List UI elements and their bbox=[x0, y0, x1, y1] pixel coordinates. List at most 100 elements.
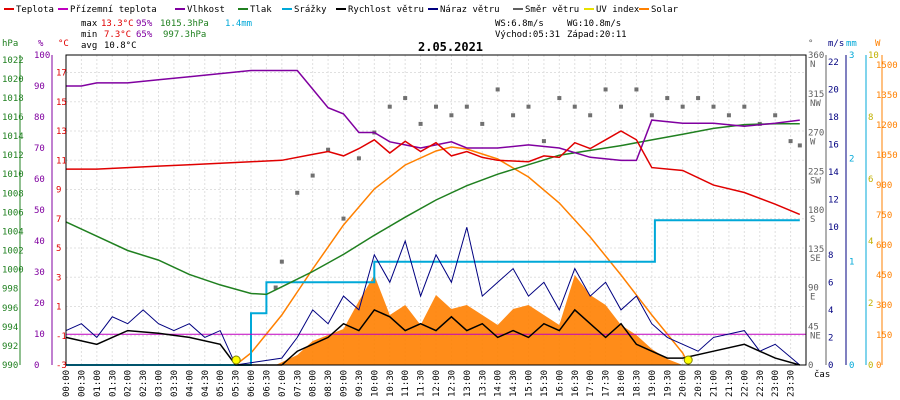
tick-hpa: 1020 bbox=[2, 75, 24, 85]
tick-hpa: 1008 bbox=[2, 189, 24, 199]
stats-sunrise: Východ:05:31 bbox=[495, 30, 560, 40]
tick-x: 08:00 bbox=[309, 370, 319, 397]
tick-w: 1050 bbox=[876, 151, 898, 161]
tick-dir-label: E bbox=[810, 293, 815, 303]
tick-x: 14:00 bbox=[494, 370, 504, 397]
tick-uv: 10 bbox=[868, 51, 879, 61]
tick-w: 450 bbox=[876, 271, 892, 281]
wind-dir-point bbox=[541, 139, 546, 144]
tick-x: 16:30 bbox=[571, 370, 581, 397]
tick-hpa: 992 bbox=[2, 342, 18, 352]
tick-hpa: 996 bbox=[2, 304, 18, 314]
tick-uv: 8 bbox=[868, 113, 873, 123]
tick-x: 08:30 bbox=[324, 370, 334, 397]
tick-pct: 100 bbox=[34, 51, 50, 61]
legend-label: Rychlost větru bbox=[348, 5, 424, 15]
tick-ms: 8 bbox=[828, 251, 833, 261]
wind-dir-point bbox=[788, 139, 793, 144]
wind-dir-point bbox=[480, 121, 485, 126]
wind-dir-point bbox=[526, 104, 531, 109]
tick-mm: 1 bbox=[849, 258, 854, 268]
tick-x: 21:00 bbox=[710, 370, 720, 397]
tick-pct: 70 bbox=[34, 144, 45, 154]
legend-label: Srážky bbox=[294, 5, 327, 15]
tick-x: 11:00 bbox=[401, 370, 411, 397]
stats-max-temp: 13.3°C bbox=[101, 19, 134, 29]
wind-dir-point bbox=[696, 96, 701, 101]
unit-ms: m/s bbox=[828, 39, 844, 49]
wind-dir-point bbox=[572, 104, 577, 109]
axis-units: hPa % °C ° m/s mm W čas bbox=[2, 39, 881, 380]
tick-x: 10:00 bbox=[370, 370, 380, 397]
tick-dir-label: N bbox=[810, 60, 815, 70]
plot-frame bbox=[65, 54, 807, 366]
tick-dir: 225 bbox=[808, 167, 824, 177]
tick-dir: 135 bbox=[808, 245, 824, 255]
tick-x: 09:30 bbox=[355, 370, 365, 397]
tick-mm: 2 bbox=[849, 154, 854, 164]
tick-w: 0 bbox=[876, 361, 881, 371]
tick-x: 15:30 bbox=[540, 370, 550, 397]
tick-w: 1350 bbox=[876, 91, 898, 101]
tick-hpa: 1014 bbox=[2, 132, 24, 142]
tick-hpa: 1018 bbox=[2, 94, 24, 104]
tick-dir-label: SW bbox=[810, 176, 821, 186]
tick-dir-label: S bbox=[810, 215, 815, 225]
tick-w: 1200 bbox=[876, 121, 898, 131]
stats-panel: max 13.3°C 95% 1015.3hPa 1.4mm min 7.3°C… bbox=[81, 19, 627, 51]
stats-avg-temp: 10.8°C bbox=[104, 41, 137, 51]
tick-x: 17:00 bbox=[586, 370, 596, 397]
tick-pct: 50 bbox=[34, 206, 45, 216]
tick-dir-label: W bbox=[810, 138, 816, 148]
tick-x: 06:30 bbox=[262, 370, 272, 397]
wind-dir-point bbox=[726, 113, 731, 118]
tick-ms: 16 bbox=[828, 141, 839, 151]
legend-label: Teplota bbox=[16, 5, 54, 15]
tick-x: 12:30 bbox=[447, 370, 457, 397]
stats-wg: WG:10.8m/s bbox=[567, 19, 621, 29]
tick-ms: 10 bbox=[828, 223, 839, 233]
wind-dir-point bbox=[310, 173, 315, 178]
tick-x: 04:00 bbox=[185, 370, 195, 397]
tick-x: 02:30 bbox=[139, 370, 149, 397]
sunset-marker bbox=[683, 355, 693, 365]
wind-dir-point bbox=[295, 190, 300, 195]
wind-dir-point bbox=[711, 104, 716, 109]
tick-temp: 5 bbox=[56, 244, 61, 254]
chart-title: 2.05.2021 bbox=[418, 40, 483, 54]
unit-pct: % bbox=[38, 39, 44, 49]
unit-x: čas bbox=[814, 369, 830, 380]
tick-x: 22:30 bbox=[756, 370, 766, 397]
wind-dir-point bbox=[680, 104, 685, 109]
wind-dir-point bbox=[279, 259, 284, 264]
tick-x: 15:00 bbox=[525, 370, 535, 397]
wind-dir-point bbox=[387, 104, 392, 109]
tick-w: 1500 bbox=[876, 61, 898, 71]
tick-x: 01:30 bbox=[108, 370, 118, 397]
tick-x: 21:30 bbox=[725, 370, 735, 397]
stats-sunset: Západ:20:11 bbox=[567, 30, 627, 40]
tick-x: 05:30 bbox=[232, 370, 242, 397]
tick-x: 23:30 bbox=[787, 370, 797, 397]
tick-dir: 360 bbox=[808, 51, 824, 61]
legend-label: Tlak bbox=[250, 5, 272, 15]
tick-dir: 270 bbox=[808, 129, 824, 139]
stats-rain: 1.4mm bbox=[225, 19, 252, 29]
tick-x: 16:00 bbox=[555, 370, 565, 397]
tick-hpa: 1012 bbox=[2, 151, 24, 161]
tick-ms: 4 bbox=[828, 306, 833, 316]
wind-dir-point bbox=[449, 113, 454, 118]
tick-hpa: 998 bbox=[2, 285, 18, 295]
stats-max-label: max bbox=[81, 19, 98, 29]
tick-ms: 12 bbox=[828, 196, 839, 206]
tick-hpa: 1000 bbox=[2, 266, 24, 276]
wind-dir-point bbox=[341, 216, 346, 221]
legend-label: Náraz větru bbox=[440, 5, 500, 15]
tick-dir: 90 bbox=[808, 284, 819, 294]
legend-label: Přízemní teplota bbox=[70, 5, 157, 15]
legend: Teplota Přízemní teplota Vlhkost Tlak Srážky… bbox=[4, 5, 679, 15]
unit-w: W bbox=[875, 39, 881, 49]
solar-line bbox=[235, 146, 690, 366]
unit-dir: ° bbox=[808, 39, 813, 49]
tick-hpa: 994 bbox=[2, 323, 18, 333]
